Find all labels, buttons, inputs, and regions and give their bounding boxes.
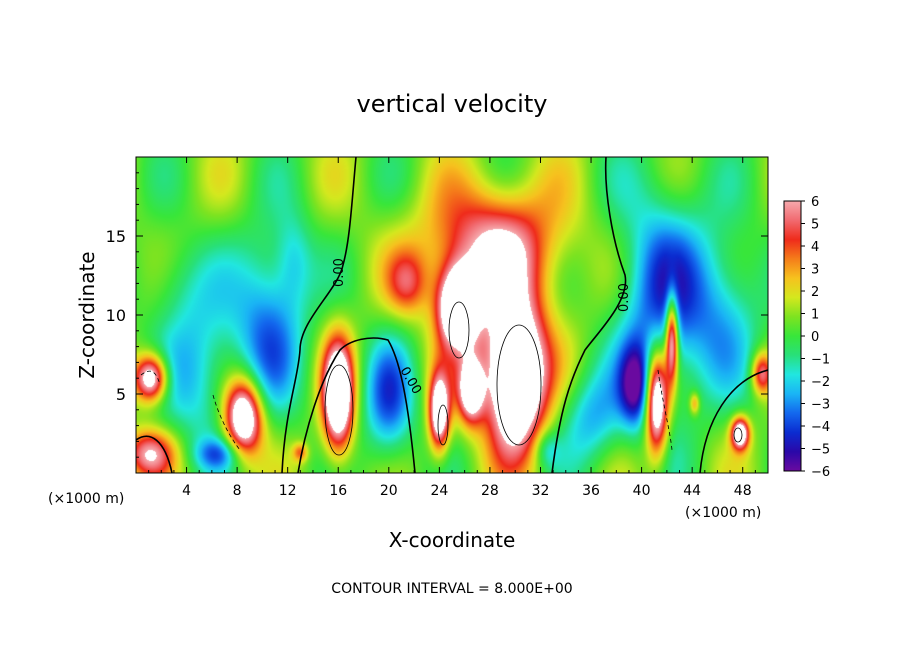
y-axis-label: Z-coordinate	[75, 251, 99, 378]
x-tick-label: 12	[279, 483, 297, 499]
x-tick-label: 20	[380, 483, 398, 499]
colorbar-label: −4	[811, 420, 830, 435]
x-tick-label: 32	[532, 483, 550, 499]
colorbar: 6 5 4 3 2 1 0 −1 −2 −3 −4 −5 −6	[783, 195, 830, 480]
x-tick-label: 28	[481, 483, 499, 499]
x-axis-label: X-coordinate	[389, 528, 516, 552]
colorbar-label: −6	[811, 465, 830, 480]
chart-title: vertical velocity	[357, 90, 548, 118]
zero-contour-right	[551, 157, 627, 473]
y-tick-label: 10	[106, 306, 126, 325]
x-tick-label: 4	[182, 483, 191, 499]
zero-contour-left-inner	[297, 337, 416, 473]
x-unit-left: (×1000 m)	[48, 491, 124, 507]
core-contour	[496, 324, 542, 446]
colorbar-label: −3	[811, 398, 830, 413]
colorbar-label: 0	[811, 330, 819, 345]
colorbar-label: 4	[811, 240, 819, 255]
contour-interval-footer: CONTOUR INTERVAL = 8.000E+00	[331, 581, 572, 597]
core-contour-dashed	[140, 370, 161, 386]
y-tick-label: 15	[106, 227, 126, 246]
colorbar-label: −1	[811, 353, 830, 368]
colorbar-label: 5	[811, 218, 819, 233]
x-tick-label: 16	[329, 483, 347, 499]
zero-contour-far-right	[699, 369, 768, 473]
core-contour	[448, 301, 470, 359]
core-contour-dashed	[657, 369, 673, 451]
x-axis: 4 8 12 16 20 24 28 32 36 40 44 48	[148, 157, 756, 499]
x-unit-right: (×1000 m)	[685, 505, 761, 521]
core-contour	[733, 427, 743, 443]
core-contour	[324, 364, 354, 456]
colorbar-label: 1	[811, 308, 819, 323]
x-tick-label: 36	[582, 483, 600, 499]
x-tick-label: 24	[430, 483, 448, 499]
colorbar-gradient	[783, 200, 802, 472]
zero-contour-left	[281, 157, 357, 473]
zero-contour-bottom-left	[136, 435, 173, 473]
y-axis: 5 10 15	[106, 172, 768, 458]
x-tick-label: 48	[734, 483, 752, 499]
heatmap-image	[136, 157, 768, 473]
zero-contour-lines	[136, 157, 768, 473]
colorbar-label: −5	[811, 443, 830, 458]
core-contour	[437, 404, 449, 446]
core-contour-dashed	[212, 394, 241, 451]
x-tick-label: 44	[683, 483, 701, 499]
colorbar-label: 3	[811, 263, 819, 278]
x-tick-label: 40	[633, 483, 651, 499]
core-contours	[140, 301, 743, 456]
y-tick-label: 5	[116, 385, 126, 404]
colorbar-ticks: 6 5 4 3 2 1 0 −1 −2 −3 −4 −5 −6	[801, 195, 830, 480]
heatmap-field	[136, 157, 768, 473]
x-tick-label: 8	[233, 483, 242, 499]
contour-label: 0.00	[332, 258, 347, 287]
colorbar-label: 6	[811, 195, 819, 210]
colorbar-label: 2	[811, 285, 819, 300]
contour-label: 0.00	[617, 283, 632, 312]
colorbar-label: −2	[811, 375, 830, 390]
